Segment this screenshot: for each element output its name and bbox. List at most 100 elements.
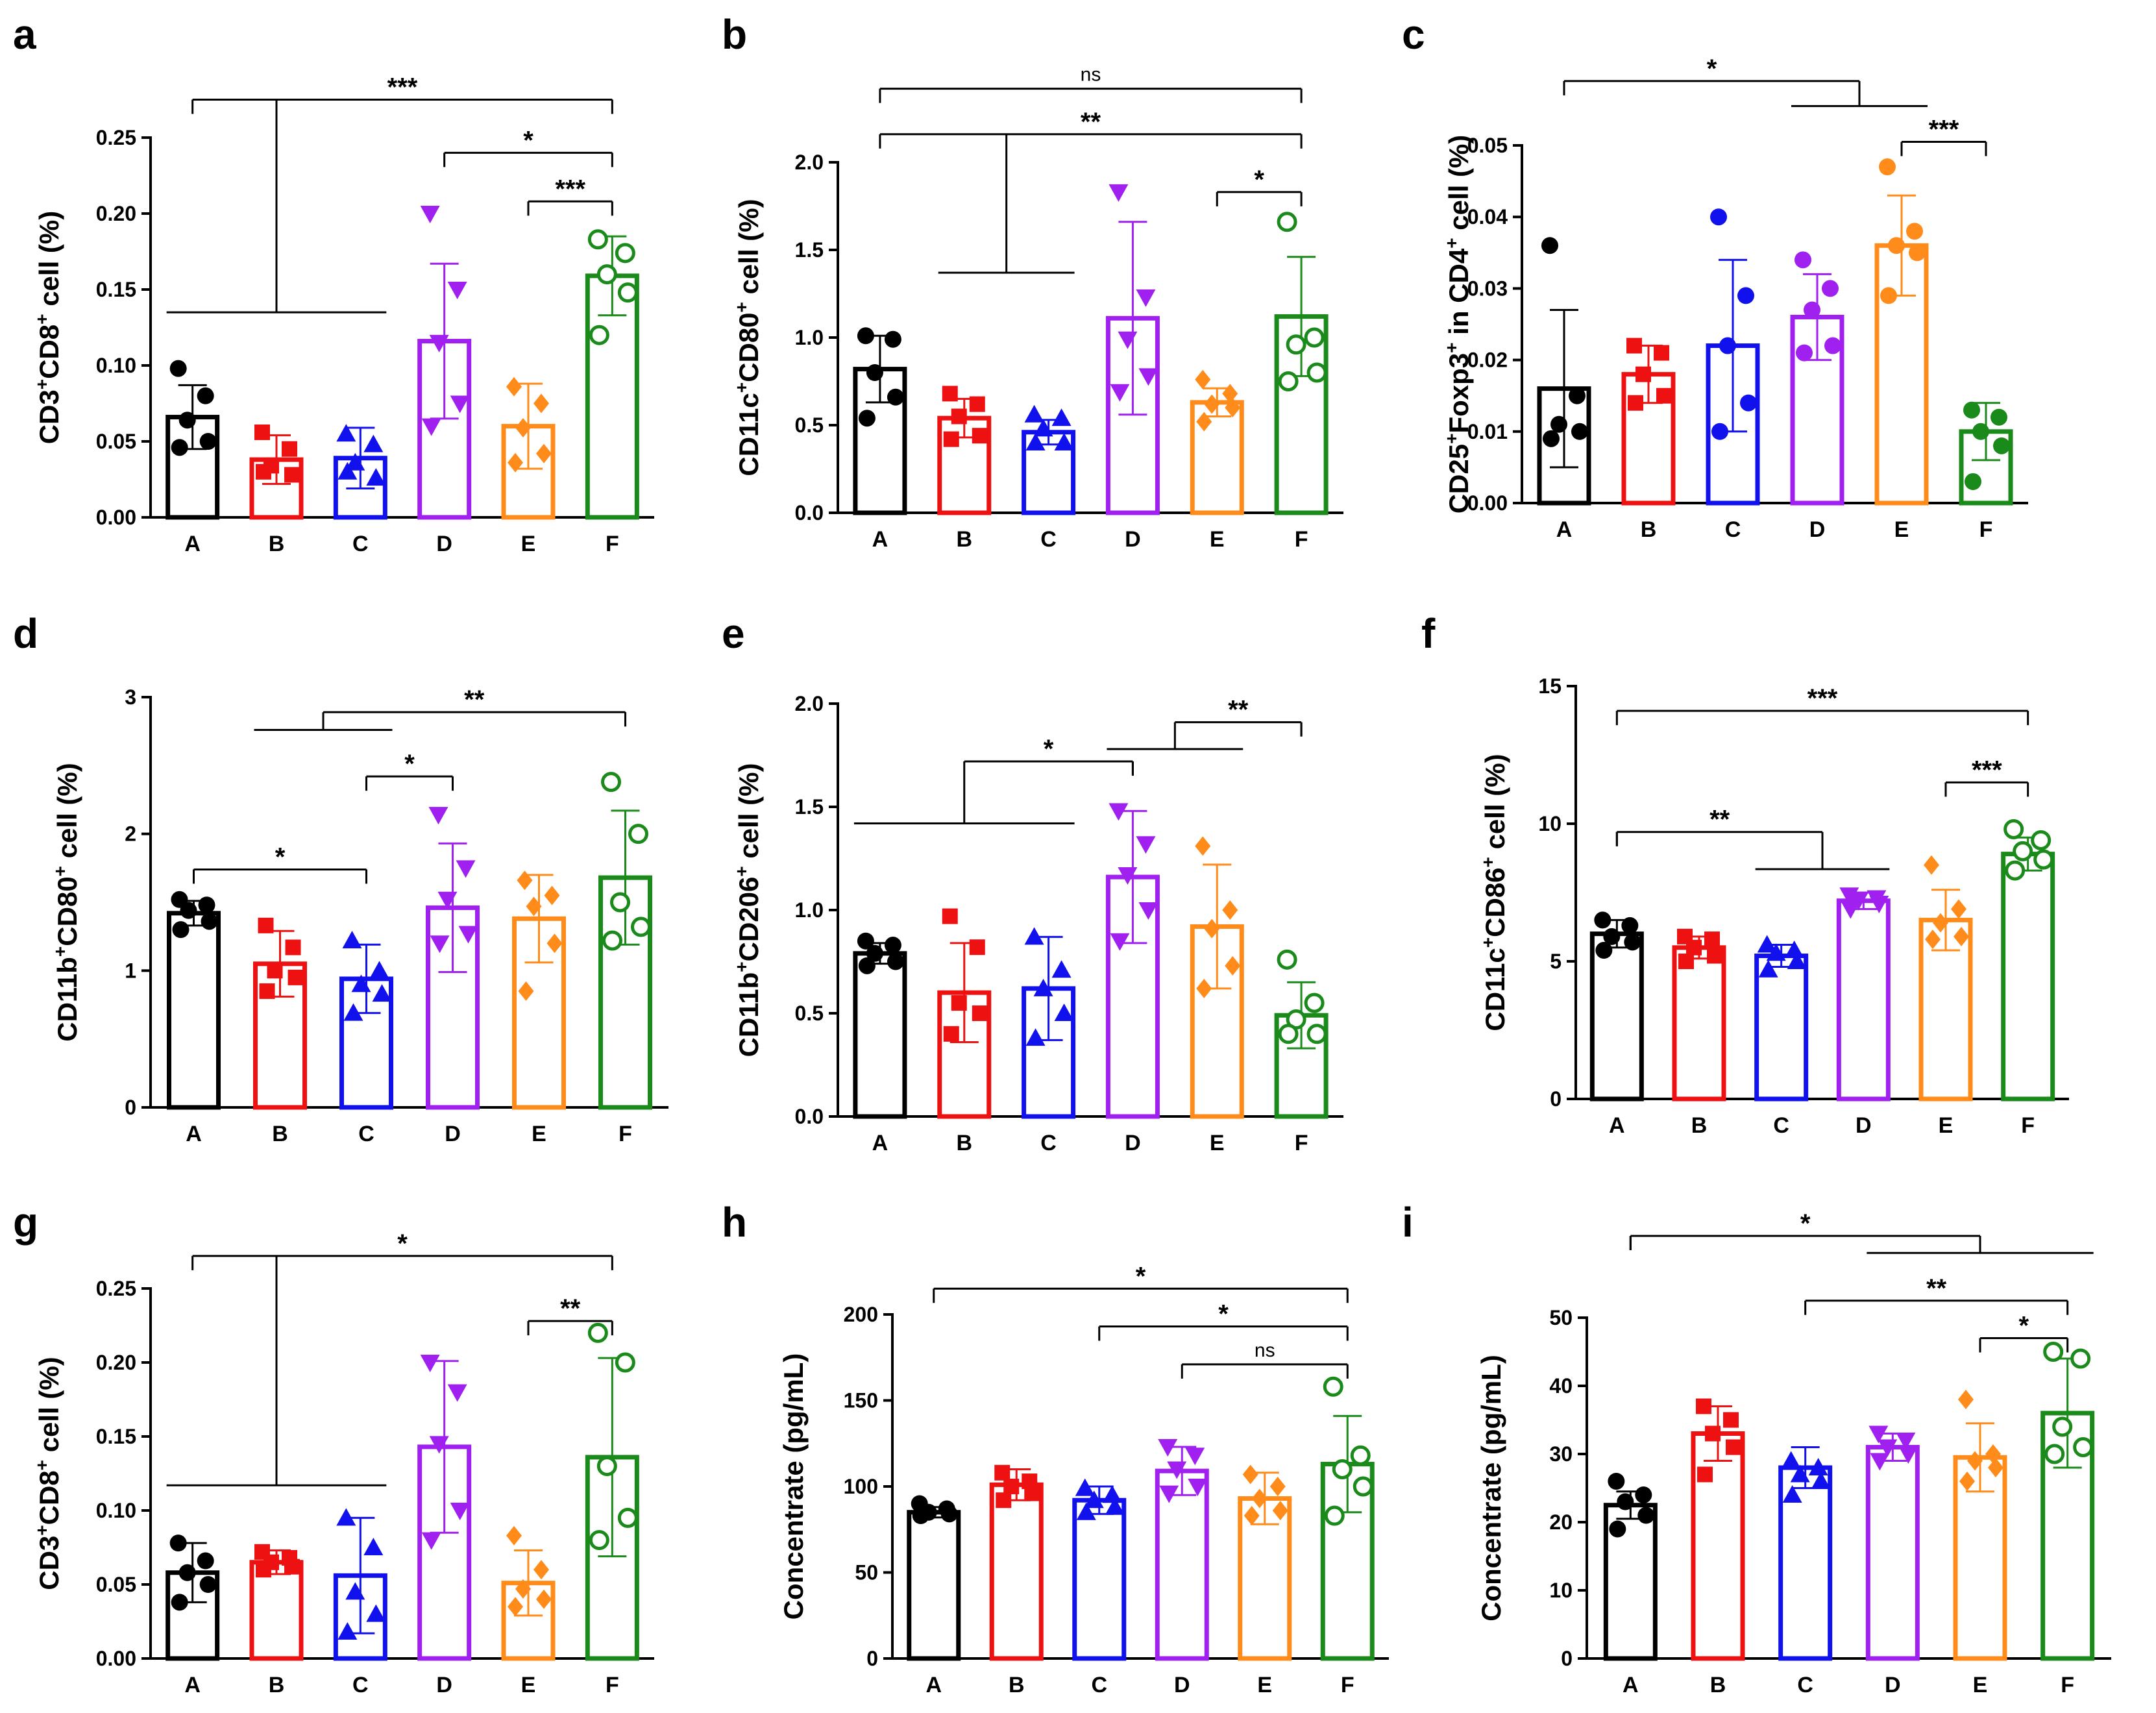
data-point: [1269, 1477, 1286, 1496]
y-tick-label: 100: [844, 1475, 878, 1498]
y-axis-label: CD11c+CD86+ cell (%): [1478, 754, 1510, 1031]
data-point: [1726, 1439, 1741, 1455]
data-point: [456, 860, 476, 878]
data-point: [1075, 1478, 1095, 1496]
y-axis-label-part: cell (%): [34, 1357, 64, 1460]
significance-label: **: [1081, 108, 1101, 136]
data-point: [2052, 1416, 2073, 1437]
data-point: [1109, 803, 1129, 821]
data-point: [429, 334, 449, 352]
x-tick-label: C: [1797, 1673, 1813, 1697]
x-tick-label: E: [521, 532, 536, 556]
data-point: [628, 824, 648, 844]
y-tick-label: 50: [855, 1561, 878, 1584]
data-point: [1084, 1490, 1104, 1509]
data-point: [437, 891, 458, 909]
data-point: [1242, 1464, 1258, 1485]
data-point: [366, 468, 386, 486]
data-point: [1782, 1485, 1802, 1503]
data-point: [1185, 1448, 1205, 1466]
data-point: [1906, 223, 1923, 240]
significance-label: *: [275, 843, 286, 871]
data-point: [1696, 1398, 1711, 1414]
bar-A: [1589, 931, 1644, 1102]
data-point: [1841, 901, 1861, 919]
data-point: [1808, 1458, 1828, 1475]
y-axis-label-part: +: [32, 1460, 52, 1470]
data-point: [1277, 212, 1297, 232]
data-point: [1991, 408, 2007, 426]
y-axis-label-part: +: [32, 1525, 52, 1535]
data-point: [1136, 289, 1156, 307]
data-point: [972, 428, 988, 444]
y-tick-label: 5: [1550, 950, 1562, 973]
significance-label: ***: [555, 175, 585, 203]
y-axis-label-part: +: [50, 946, 70, 957]
data-point: [1102, 1485, 1122, 1503]
data-point: [508, 1597, 523, 1617]
significance-label: ns: [1081, 64, 1101, 86]
x-tick-label: E: [1210, 527, 1225, 552]
y-axis-label: Concentrate (pg/mL): [778, 1353, 809, 1620]
x-tick-label: F: [1295, 527, 1308, 552]
data-point: [940, 1505, 958, 1523]
bar-A: [907, 1510, 961, 1661]
data-point: [178, 412, 196, 429]
data-point: [1993, 437, 2010, 454]
data-point: [1924, 855, 1939, 875]
x-tick-label: C: [358, 1122, 374, 1146]
data-point: [1795, 251, 1811, 269]
data-point: [533, 393, 549, 413]
data-point: [169, 360, 187, 377]
y-tick-label: 0.20: [96, 1351, 136, 1374]
data-point: [536, 443, 552, 463]
y-axis-label-part: +: [32, 314, 52, 324]
significance-label: *: [523, 126, 533, 154]
x-tick-label: D: [1125, 527, 1141, 552]
data-point: [1105, 1497, 1125, 1515]
data-point: [1951, 899, 1966, 919]
data-point: [1225, 955, 1241, 976]
data-point: [617, 1507, 638, 1528]
y-axis-label-part: Foxp3: [1443, 353, 1474, 434]
data-point: [1933, 913, 1948, 933]
data-point: [458, 926, 478, 944]
data-point: [857, 932, 874, 950]
data-point: [942, 386, 958, 402]
y-tick-label: 20: [1549, 1510, 1573, 1534]
data-point: [506, 376, 522, 397]
y-tick-label: 0.00: [96, 1647, 136, 1670]
data-point: [1880, 287, 1897, 304]
y-axis-label-part: cell (%): [733, 763, 764, 867]
data-point: [1118, 867, 1138, 885]
y-tick-label: 2: [125, 822, 136, 846]
y-tick-label: 0.10: [96, 354, 136, 377]
data-point: [533, 1560, 549, 1580]
data-point: [199, 433, 217, 450]
data-point: [172, 921, 190, 939]
data-point: [197, 387, 214, 404]
data-point: [615, 243, 635, 264]
y-tick-label: 15: [1538, 674, 1562, 698]
data-point: [1196, 412, 1212, 432]
significance-label: *: [1800, 1209, 1811, 1238]
data-point: [1637, 1507, 1655, 1524]
data-point: [508, 452, 523, 473]
y-axis-label-part: cell (%): [733, 199, 764, 302]
y-axis-label-part: CD8: [34, 1470, 64, 1525]
y-tick-label: 10: [1549, 1579, 1573, 1602]
data-point: [171, 1594, 188, 1611]
x-tick-label: C: [1773, 1113, 1789, 1138]
data-point: [1225, 398, 1241, 417]
data-point: [197, 1552, 214, 1570]
x-tick-label: F: [1979, 517, 1993, 542]
data-point: [420, 1355, 440, 1372]
data-point: [1051, 408, 1072, 426]
y-axis-label-part: CD86: [1480, 867, 1510, 937]
y-tick-label: 0.10: [96, 1499, 136, 1522]
y-axis-label-part: CD206: [733, 877, 764, 962]
data-point: [631, 917, 651, 937]
data-point: [1784, 941, 1804, 959]
